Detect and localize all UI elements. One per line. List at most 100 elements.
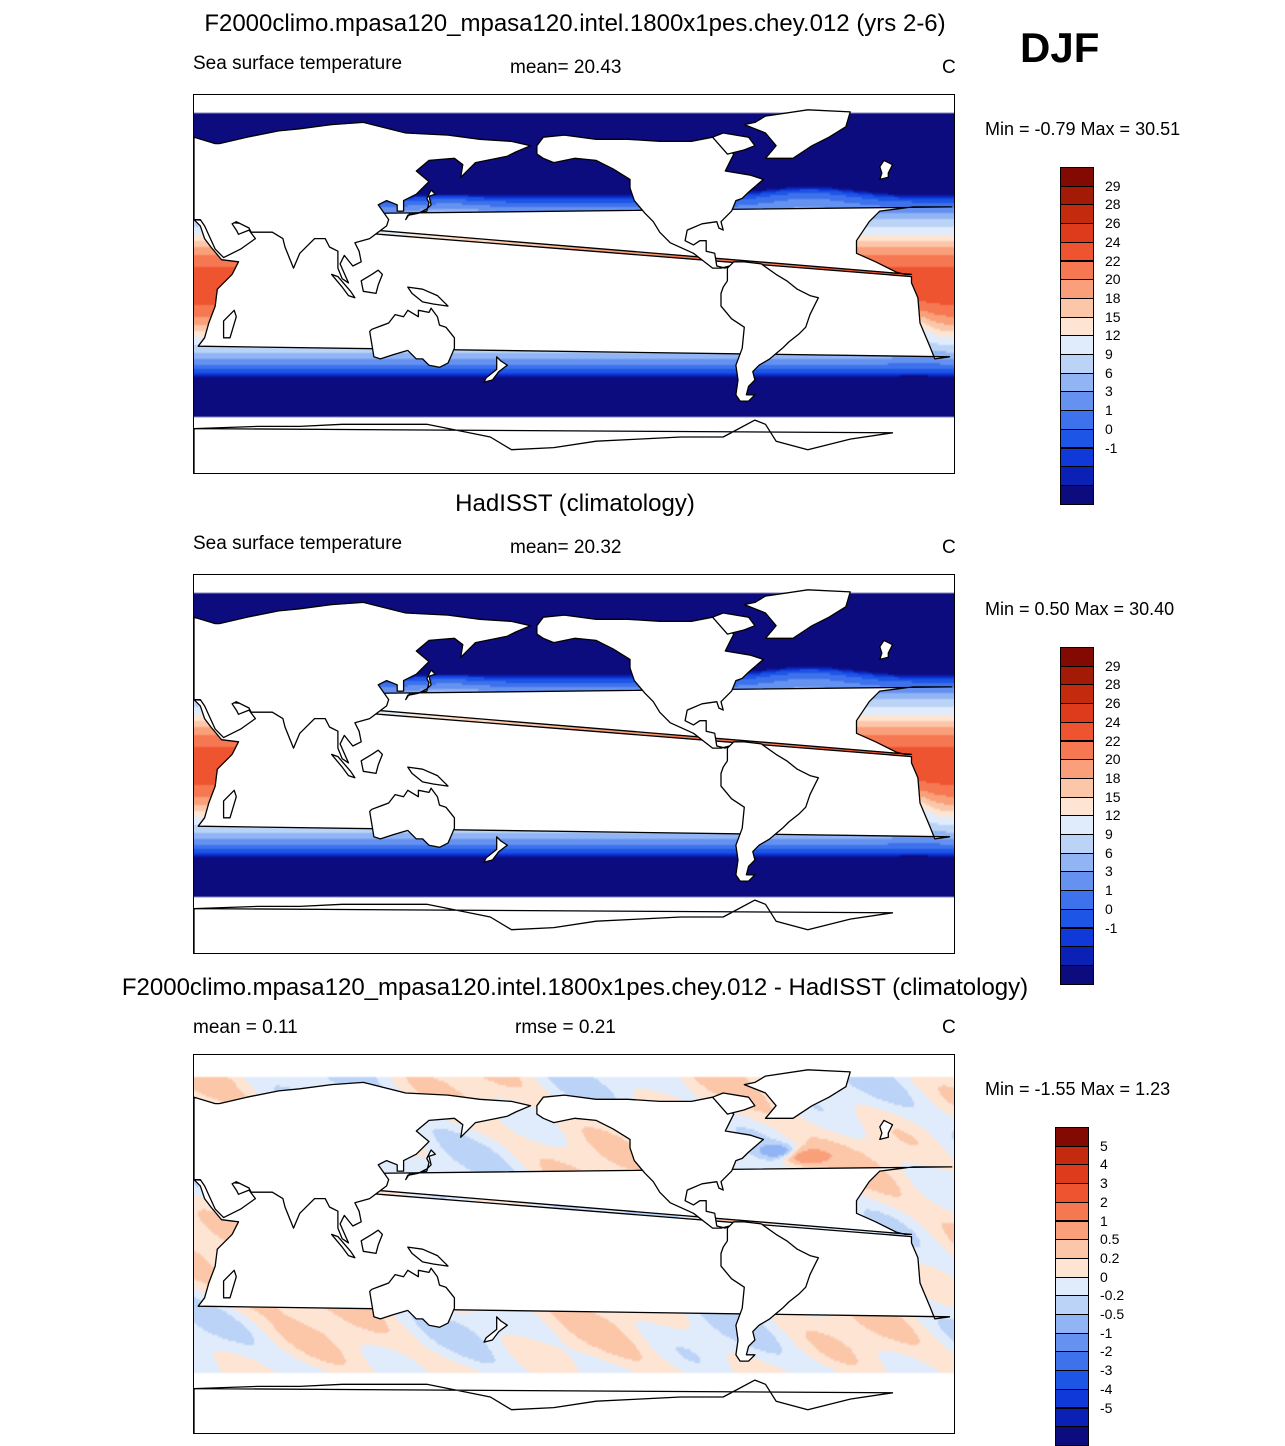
panel-1-variable-label: Sea surface temperature <box>193 53 403 74</box>
colorbar-tick-label: 28 <box>1105 676 1121 693</box>
colorbar-tick-label: 3 <box>1105 863 1113 880</box>
colorbar-tick-label: -0.2 <box>1100 1287 1125 1304</box>
land-borneo <box>360 749 384 775</box>
land-eurasia <box>194 601 532 764</box>
colorbar-swatch <box>1060 852 1094 873</box>
land-antarctica <box>194 1379 894 1433</box>
colorbar-swatch <box>1055 1295 1089 1315</box>
colorbar-tick-label: 18 <box>1105 289 1121 306</box>
land-baffin <box>711 1092 756 1115</box>
panel-3-mean-label: mean = 0.11 <box>193 1017 298 1038</box>
land-borneo <box>360 1229 384 1255</box>
colorbar-tick-label: 0 <box>1100 1268 1108 1285</box>
colorbar-swatch <box>1060 759 1094 779</box>
colorbar-tick-label: 24 <box>1105 713 1121 730</box>
land-newzealand <box>483 836 508 863</box>
colorbar-swatch <box>1060 260 1094 281</box>
colorbar-swatch <box>1055 1220 1089 1241</box>
colorbar-swatch <box>1055 1183 1089 1203</box>
colorbar-tick-label: 29 <box>1105 657 1121 674</box>
land-baffin <box>711 612 756 635</box>
colorbar-swatch <box>1060 796 1094 817</box>
colorbar-tick-label: 1 <box>1105 882 1113 899</box>
colorbar-swatch <box>1060 391 1094 412</box>
panel-3-units-label: C <box>942 1017 956 1038</box>
panel-2-map-svg <box>194 575 954 953</box>
colorbar-tick-label: 26 <box>1105 215 1121 232</box>
panel-1-map <box>193 94 955 474</box>
colorbar-tick-label: -0.5 <box>1100 1306 1125 1322</box>
colorbar-tick-label: 6 <box>1105 844 1113 861</box>
colorbar-swatch <box>1060 223 1094 243</box>
colorbar-tick-label: 0.5 <box>1100 1231 1120 1248</box>
land-madagascar <box>222 309 237 339</box>
land-newzealand <box>483 356 508 383</box>
land-antarctica <box>194 899 894 953</box>
land-eurasia <box>194 1081 532 1244</box>
colorbar-swatch <box>1055 1407 1089 1428</box>
colorbar-swatch <box>1060 684 1094 705</box>
land-japan <box>405 1149 436 1181</box>
colorbar-swatch <box>1060 834 1094 854</box>
land-australia <box>369 1267 456 1328</box>
colorbar-tick-label: 12 <box>1105 807 1121 824</box>
colorbar-swatch <box>1060 703 1094 723</box>
colorbar-tick-label: -1 <box>1100 1324 1113 1341</box>
colorbar-tick-label: 26 <box>1105 695 1121 712</box>
land-antarctica <box>194 419 894 473</box>
colorbar-swatch <box>1060 335 1094 355</box>
colorbar-tick-label: -1 <box>1105 919 1118 936</box>
colorbar-swatch <box>1055 1388 1089 1409</box>
panel-3-colorbar: 5 4 3 2 1 0.5 0.2 0 -0.2 -0.5 -1 -2 -3 -4 -5 <box>1055 1127 1124 1446</box>
colorbar-tick-label: 5 <box>1100 1137 1108 1154</box>
panel-1-title: F2000climo.mpasa120_mpasa120.intel.1800x… <box>204 10 946 37</box>
colorbar-swatch <box>1055 1201 1089 1222</box>
panel-2-map <box>193 574 955 954</box>
colorbar-tick-label: 0 <box>1105 420 1113 437</box>
colorbar-swatch <box>1055 1314 1089 1334</box>
colorbar-swatch <box>1060 447 1094 468</box>
colorbar-tick-label: 20 <box>1105 271 1121 288</box>
land-eurasia <box>194 121 532 284</box>
colorbar-swatch <box>1060 908 1094 929</box>
land-australia <box>369 307 456 368</box>
colorbar-tick-label: -4 <box>1100 1380 1113 1397</box>
colorbar-swatch <box>1055 1127 1089 1147</box>
panel-3-map-svg <box>194 1055 954 1433</box>
colorbar-tick-label: 22 <box>1105 732 1121 749</box>
season-label: DJF <box>1020 24 1100 71</box>
colorbar-tick-label: 20 <box>1105 751 1121 768</box>
land-sumatra <box>330 273 356 299</box>
colorbar-swatch <box>1060 721 1094 742</box>
land-southAmerica <box>720 1221 820 1362</box>
panel-2-colorbar: 29 28 26 24 22 20 18 15 12 9 6 3 1 0 -1 <box>1060 647 1121 985</box>
panel-1-minmax: Min = -0.79 Max = 30.51 <box>985 119 1181 139</box>
land-japan <box>405 189 436 221</box>
colorbar-tick-label: 6 <box>1105 364 1113 381</box>
land-sumatra <box>330 753 356 779</box>
colorbar-swatch <box>1060 777 1094 798</box>
panel-3-map <box>193 1054 955 1434</box>
colorbar-tick-label: 0 <box>1105 900 1113 917</box>
colorbar-tick-label: 1 <box>1105 402 1113 419</box>
colorbar-swatch <box>1060 815 1094 835</box>
land-madagascar <box>222 1269 237 1299</box>
colorbar-swatch <box>1060 354 1094 374</box>
colorbar-swatch <box>1060 372 1094 393</box>
colorbar-swatch <box>1055 1239 1089 1259</box>
colorbar-swatch <box>1060 871 1094 892</box>
panel-1-units-label: C <box>942 57 956 78</box>
land-newguinea <box>407 286 449 307</box>
colorbar-swatch <box>1060 204 1094 225</box>
colorbar-tick-label: 15 <box>1105 308 1121 325</box>
colorbar-swatch <box>1055 1257 1089 1278</box>
colorbar-tick-label: 12 <box>1105 327 1121 344</box>
colorbar-swatch <box>1055 1164 1089 1185</box>
colorbar-swatch <box>1060 241 1094 262</box>
land-sumatra <box>330 1233 356 1259</box>
land-uk <box>879 1119 894 1141</box>
panel-1-mean-label: mean= 20.43 <box>510 57 622 78</box>
panel-2-minmax: Min = 0.50 Max = 30.40 <box>985 599 1175 619</box>
colorbar-tick-label: 24 <box>1105 233 1121 250</box>
land-southAmerica <box>720 741 820 882</box>
